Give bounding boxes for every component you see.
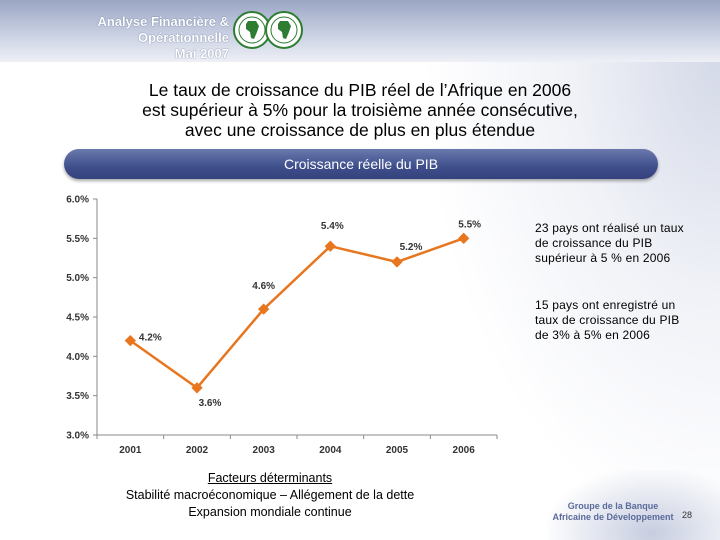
chart-banner-label: Croissance réelle du PIB <box>283 156 439 172</box>
key-factors-heading: Facteurs déterminants <box>207 471 333 485</box>
y-tick-label: 5.5% <box>66 234 89 245</box>
y-tick-label: 3.0% <box>66 431 89 442</box>
data-label: 5.5% <box>458 219 481 230</box>
data-label: 3.6% <box>199 398 222 409</box>
slide-title: Le taux de croissance du PIB réel de l’A… <box>80 80 640 140</box>
data-point-marker <box>458 232 470 244</box>
data-label: 4.6% <box>252 281 275 292</box>
chart-banner: Croissance réelle du PIB <box>64 149 658 179</box>
footer-organization: Groupe de la Banque Africaine de Dévelop… <box>548 501 678 523</box>
footer-globe-decoration <box>548 470 720 540</box>
footer-org-line-2: Africaine de Développement <box>552 512 674 522</box>
y-tick-label: 5.0% <box>66 273 89 284</box>
key-factors-line-1: Stabilité macroéconomique – Allégement d… <box>125 488 415 502</box>
background-swoosh <box>420 0 720 540</box>
data-point-marker <box>391 256 403 268</box>
x-tick-label: 2001 <box>119 445 142 456</box>
data-point-marker <box>191 382 203 394</box>
x-tick-label: 2006 <box>453 445 476 456</box>
header-title: Analyse Financière & Opérationnelle Mai … <box>24 14 230 62</box>
slide-title-line-3: avec une croissance de plus en plus éten… <box>184 120 536 140</box>
data-label: 5.2% <box>400 242 423 253</box>
y-tick-label: 3.5% <box>66 391 89 402</box>
note-moderate-growth: 15 pays ont enregistré un taux de croiss… <box>535 298 680 342</box>
x-tick-label: 2003 <box>253 445 276 456</box>
data-label: 4.2% <box>139 333 162 344</box>
header-line-1: Analyse Financière & Opérationnelle <box>97 14 230 45</box>
footer-org-line-1: Groupe de la Banque <box>567 501 659 511</box>
series-line <box>129 237 465 390</box>
x-tick-label: 2002 <box>186 445 209 456</box>
slide-title-line-2: est supérieur à 5% pour la troisième ann… <box>142 100 578 120</box>
gdp-growth-line-chart: 3.0% 3.5% 4.0% 4.5% 5.0% 5.5% 6.0% 2001 2002 2003… <box>66 195 498 456</box>
data-label: 5.4% <box>321 221 344 232</box>
header-band: Analyse Financière & Opérationnelle Mai … <box>0 0 720 62</box>
x-tick-label: 2005 <box>386 445 409 456</box>
y-tick-label: 6.0% <box>66 195 89 206</box>
header-line-2: Mai 2007 <box>174 46 229 61</box>
x-tick-label: 2004 <box>319 445 342 456</box>
slide-title-line-1: Le taux de croissance du PIB réel de l’A… <box>148 80 572 100</box>
afdb-logo-icon <box>265 11 303 49</box>
page-number: 28 <box>682 510 693 520</box>
y-tick-label: 4.0% <box>66 352 89 363</box>
key-factors: Facteurs déterminants Stabilité macroéco… <box>80 470 460 521</box>
y-tick-label: 4.5% <box>66 313 89 324</box>
key-factors-line-2: Expansion mondiale continue <box>188 505 352 519</box>
note-high-growth: 23 pays ont réalisé un taux de croissanc… <box>535 221 684 265</box>
